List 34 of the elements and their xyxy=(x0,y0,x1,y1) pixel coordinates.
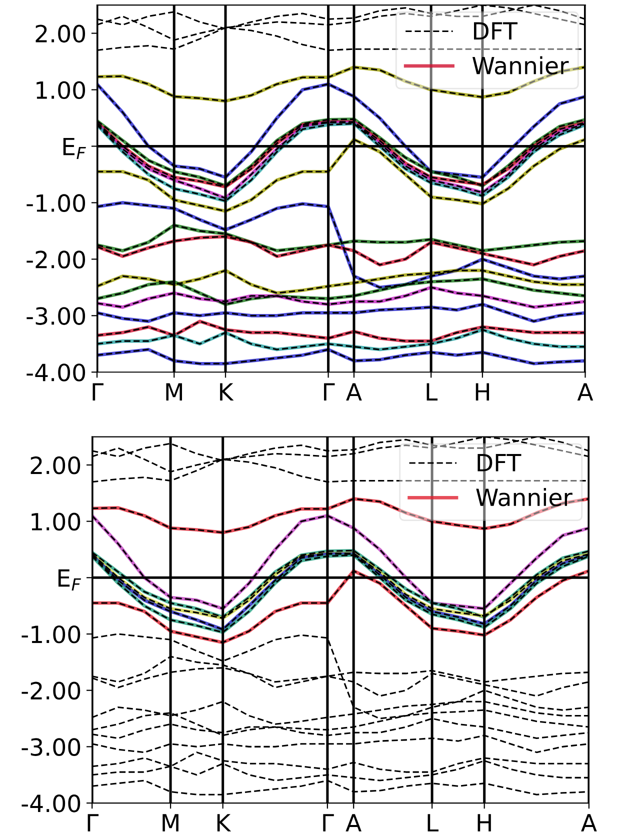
x-tick-label: K xyxy=(220,383,234,400)
legend-label: Wannier xyxy=(476,488,572,506)
y-tick-label: E$_{F}$ xyxy=(63,138,86,160)
legend-label: DFT xyxy=(478,454,522,472)
y-tick-label: -2.00 xyxy=(26,250,86,268)
x-tick-label: A xyxy=(346,814,362,832)
x-tick-label: M xyxy=(162,814,178,832)
y-tick-label: 1.00 xyxy=(36,81,86,100)
x-tick-label: Γ xyxy=(324,383,335,400)
x-tick-label: Γ xyxy=(88,814,99,832)
y-tick-label: -1.00 xyxy=(22,625,80,644)
y-tick-label: -4.00 xyxy=(22,794,80,812)
y-tick-label: -2.00 xyxy=(22,682,80,700)
y-tick-label: 2.00 xyxy=(30,456,80,474)
x-tick-label: L xyxy=(426,383,438,400)
y-tick-label: -3.00 xyxy=(22,738,80,756)
x-tick-label: Γ xyxy=(92,383,104,400)
x-tick-label: A xyxy=(577,383,594,400)
y-tick-label: 2.00 xyxy=(36,24,86,43)
legend-label: Wannier xyxy=(472,56,569,74)
legend-label: DFT xyxy=(474,22,518,40)
y-tick-label: 1.00 xyxy=(32,512,80,531)
x-tick-label: Γ xyxy=(323,814,334,832)
x-tick-label: L xyxy=(428,814,438,832)
y-tick-label: -4.00 xyxy=(26,364,86,382)
y-tick-label: -1.00 xyxy=(26,194,86,212)
x-tick-label: H xyxy=(476,383,490,400)
x-tick-label: A xyxy=(346,383,362,400)
y-tick-label: E$_{F}$ xyxy=(58,569,82,590)
x-tick-label: H xyxy=(478,814,491,832)
y-tick-label: -3.00 xyxy=(26,307,86,325)
x-tick-label: K xyxy=(217,814,232,832)
x-tick-label: M xyxy=(166,383,182,400)
x-tick-label: A xyxy=(581,814,597,832)
